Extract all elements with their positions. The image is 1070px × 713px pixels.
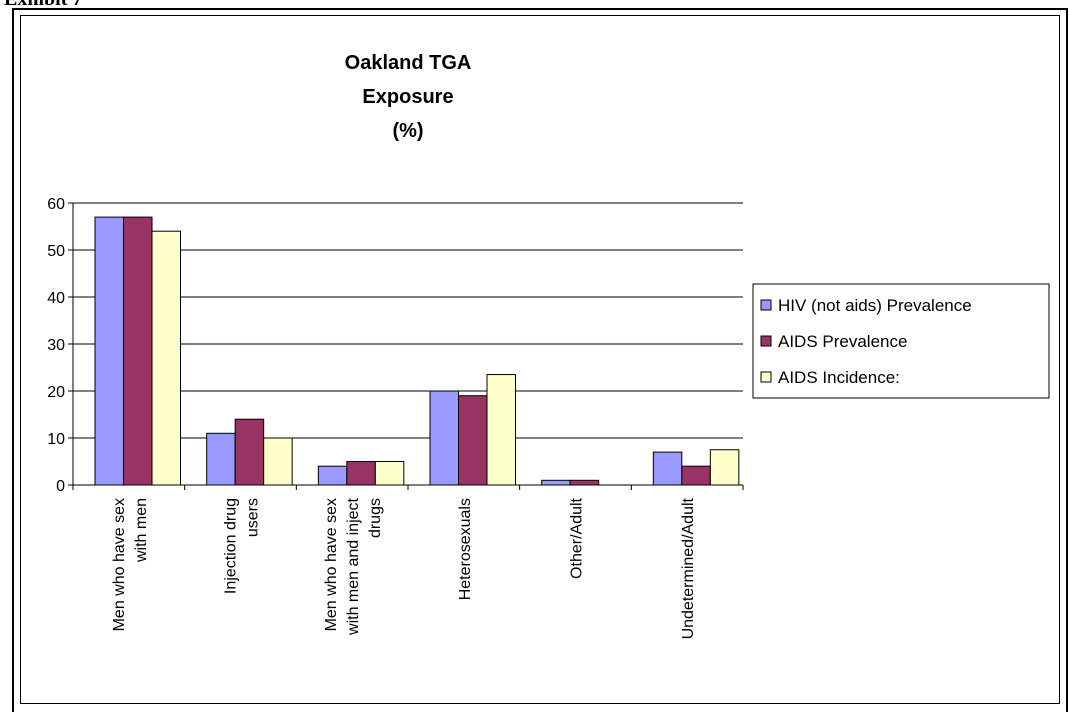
x-category-label: Undetermined/Adult bbox=[680, 497, 697, 639]
bar-chart: Oakland TGA Exposure (%) 0 10 20 30 40 50 60 Men w… bbox=[47, 52, 1050, 639]
x-category-label: with men and inject bbox=[345, 497, 362, 636]
x-category-label: Injection drug bbox=[223, 498, 240, 594]
chart-title-line: Exposure bbox=[362, 86, 453, 108]
bar bbox=[652, 451, 683, 486]
bar bbox=[94, 216, 124, 486]
y-tick-label: 10 bbox=[47, 431, 65, 448]
exhibit-label: Exhibit 7 bbox=[4, 0, 82, 11]
legend-label: AIDS Incidence: bbox=[778, 368, 900, 387]
chart-area: Oakland TGA Exposure (%) 0 10 20 30 40 50 60 Men w… bbox=[20, 15, 1060, 704]
legend-box bbox=[752, 283, 1050, 399]
legend-label: AIDS Prevalence bbox=[778, 332, 907, 351]
chart-title-line: Oakland TGA bbox=[345, 52, 472, 74]
exhibit-frame bbox=[12, 8, 1068, 712]
bar bbox=[346, 461, 376, 486]
bar bbox=[486, 374, 516, 486]
legend-swatch bbox=[760, 299, 772, 311]
y-tick-label: 50 bbox=[47, 243, 65, 260]
y-tick-label: 40 bbox=[47, 290, 65, 307]
x-category-label: drugs bbox=[367, 498, 384, 538]
y-tick-label: 30 bbox=[47, 337, 65, 354]
x-category-label: Heterosexuals bbox=[457, 498, 474, 600]
legend-swatch bbox=[760, 371, 772, 383]
bar bbox=[206, 432, 236, 486]
y-tick-label: 20 bbox=[47, 384, 65, 401]
bar bbox=[151, 230, 181, 486]
legend-swatch bbox=[760, 335, 772, 347]
x-category-label: Other/Adult bbox=[569, 497, 586, 578]
legend-label: HIV (not aids) Prevalence bbox=[778, 296, 972, 315]
bar bbox=[709, 449, 740, 486]
x-category-label: users bbox=[245, 498, 262, 537]
y-tick-label: 0 bbox=[56, 478, 65, 495]
bar bbox=[569, 479, 600, 486]
bar bbox=[263, 437, 293, 486]
bar bbox=[374, 461, 405, 486]
bar bbox=[458, 395, 488, 486]
bar bbox=[123, 216, 153, 486]
chart-title-line: (%) bbox=[392, 120, 423, 142]
x-category-label: Men who have sex bbox=[111, 498, 128, 631]
bar bbox=[234, 418, 265, 486]
bar bbox=[681, 465, 711, 486]
bar bbox=[317, 465, 348, 486]
bar bbox=[429, 390, 459, 486]
y-tick-label: 60 bbox=[47, 196, 65, 213]
x-category-label: Men who have sex bbox=[323, 498, 340, 631]
bar bbox=[541, 479, 571, 486]
x-category-label: with men bbox=[133, 498, 150, 563]
